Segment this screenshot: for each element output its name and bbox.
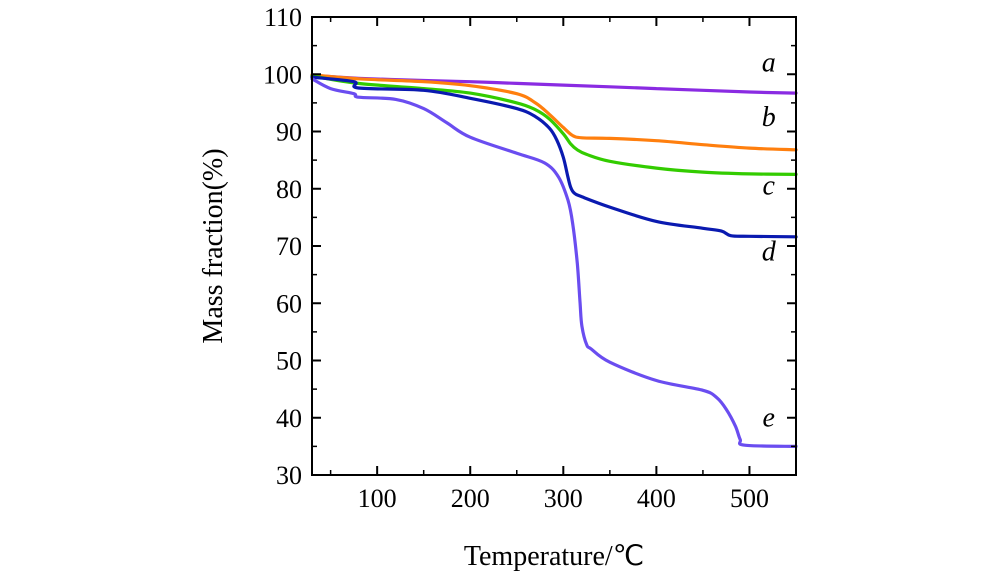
x-tick-label: 500 — [730, 484, 769, 513]
series-line-c — [310, 74, 798, 176]
series-labels: ab c d e — [762, 47, 777, 433]
series-label-a: a — [762, 47, 776, 78]
plot-lines — [310, 73, 798, 448]
series-line-b — [310, 73, 798, 152]
y-tick-label: 70 — [276, 232, 302, 261]
series-label-d: d — [762, 236, 777, 267]
x-tick-label: 400 — [637, 484, 676, 513]
axis-ticks — [312, 17, 796, 475]
x-tick-label: 200 — [451, 484, 490, 513]
y-axis-title: Mass fraction(%) — [198, 148, 229, 343]
y-tick-label: 110 — [264, 3, 302, 32]
y-tick-label: 30 — [276, 461, 302, 490]
series-label-c: c — [763, 170, 776, 201]
x-axis-title: Temperature/℃ — [464, 541, 644, 572]
y-tick-label: 50 — [276, 347, 302, 376]
series-label-e: e — [763, 402, 775, 433]
series-label-b: b — [762, 102, 776, 133]
y-tick-label: 40 — [276, 404, 302, 433]
x-tick-label: 300 — [544, 484, 583, 513]
y-tick-label: 90 — [276, 118, 302, 147]
series-line-e — [310, 77, 798, 448]
y-tick-label: 100 — [263, 60, 302, 89]
tick-labels: 30 40 50 60 70 80 90 100 110 100 200 300 400 500 — [263, 3, 769, 513]
series-line-d — [310, 75, 798, 239]
y-tick-label: 80 — [276, 175, 302, 204]
x-tick-label: 100 — [358, 484, 397, 513]
y-tick-label: 60 — [276, 289, 302, 318]
